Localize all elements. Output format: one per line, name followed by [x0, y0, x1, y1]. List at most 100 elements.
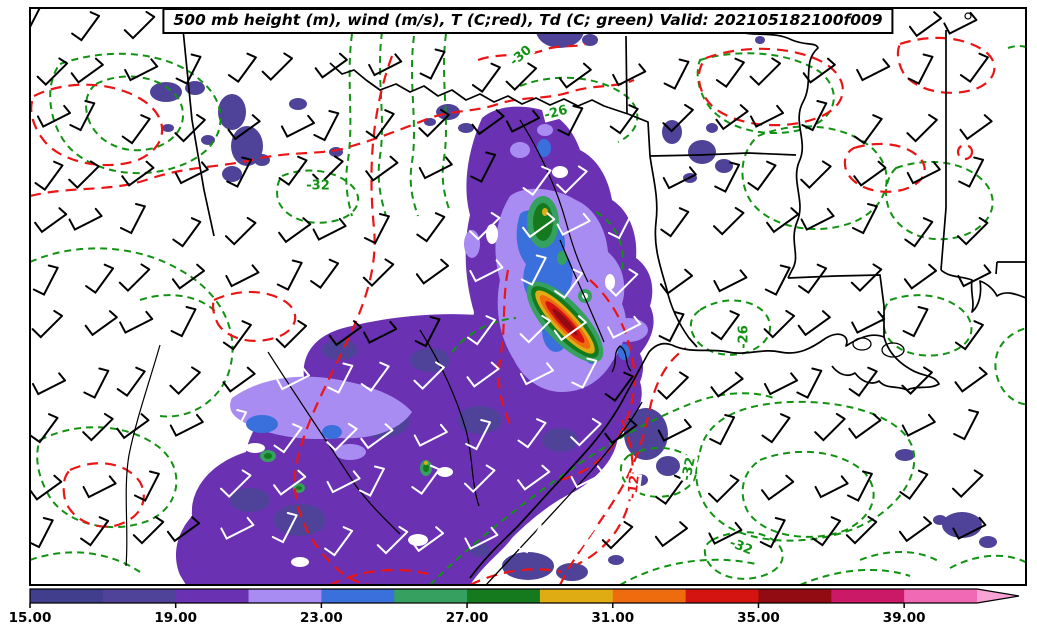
fill-white-holes-shape [437, 467, 453, 477]
dewpoint-contours-shape [885, 160, 994, 241]
reflectivity-fill-scatter-shape [582, 34, 598, 46]
reflectivity-fill-scatter-shape [230, 488, 270, 512]
ar-la-border [649, 152, 797, 157]
red-river-border [329, 62, 629, 115]
texas-river-4 [519, 119, 589, 283]
title-box: 500 mb height (m), wind (m/s), T (C;red)… [162, 8, 894, 34]
dewpoint-contours-shape [741, 450, 875, 538]
reflectivity-fill-scatter-shape [162, 124, 174, 132]
gulf-ne-coastline [940, 269, 1025, 313]
reflectivity-fill-scatter-shape [656, 456, 680, 476]
fill-white-holes-shape [605, 274, 615, 290]
reflectivity-fill-scatter-shape [201, 135, 215, 145]
fill-white-holes-shape [291, 557, 309, 567]
dewpoint-contours-shape [429, 392, 775, 584]
temperature-contours-shape [956, 143, 974, 161]
reflectivity-fill-lavender-patches-shape [510, 142, 530, 158]
temperature-contours-shape [293, 55, 394, 584]
dewpoint-contours-shape [441, 33, 451, 213]
temperature-contours-shape [497, 269, 512, 425]
reflectivity-fill-blue-patches-shape [322, 425, 342, 439]
texas-river-1 [125, 344, 161, 567]
ms-al-border [940, 30, 947, 271]
temperature-contours-shape [559, 347, 687, 584]
dewpoint-contours-shape [451, 317, 517, 353]
reflectivity-fill-seagreen-shape [557, 251, 567, 265]
temperature-contours-shape [697, 47, 844, 127]
dewpoint-contours-shape [31, 551, 141, 573]
colorbar-segment [612, 589, 687, 603]
colorbar-tick-label: 31.00 [591, 610, 634, 626]
colorbar-segment [539, 589, 614, 603]
reflectivity-fill-scatter-shape [458, 123, 474, 133]
reflectivity-fill-blue-patches-shape [537, 139, 551, 157]
colorbar-segment [248, 589, 322, 603]
texas-river-3 [419, 329, 480, 507]
dewpoint-contours-shape [276, 169, 360, 224]
colorbar-extend-arrow [977, 589, 1019, 603]
reflectivity-fill-scatter-shape [755, 36, 765, 44]
temperature-contours-shape [559, 279, 636, 482]
colorbar-tick-label: 23.00 [300, 610, 343, 626]
dewpoint-contours-shape [1007, 45, 1025, 49]
reflectivity-fill-scatter-shape [218, 94, 246, 130]
reflectivity-fill-gold-specks-shape [542, 208, 548, 216]
dewpoint-contours-shape [619, 446, 698, 498]
colorbar-segment [685, 589, 760, 603]
reflectivity-fill-scatter-shape [289, 98, 307, 110]
lake-pontchartrain [881, 342, 905, 358]
colorbar-segment [30, 589, 104, 603]
fill-white-holes-shape [408, 534, 428, 546]
reflectivity-fill-lavender-patches-shape [274, 412, 326, 436]
reflectivity-fill-darkgreen-shape [296, 486, 302, 490]
dewpoint-contours-shape [703, 531, 784, 580]
colorbar-segment [904, 589, 978, 603]
reflectivity-fill-scatter-shape [436, 104, 460, 120]
temperature-contours-shape [211, 290, 297, 342]
reflectivity-fill-gold-specks-shape [424, 461, 428, 465]
reflectivity-fill-blue-patches-shape [618, 344, 630, 360]
colorbar-segment [321, 589, 395, 603]
temperature-contours-shape [31, 78, 635, 197]
reflectivity-fill-scatter-shape [608, 555, 624, 565]
ok-ar-border [625, 35, 628, 115]
dewpoint-contours-shape [695, 400, 916, 542]
colorbar-segment [758, 589, 832, 603]
dewpoint-contours-shape [859, 551, 941, 563]
dewpoint-contours-shape [595, 211, 624, 271]
temperature-contours-shape [31, 83, 164, 167]
temperature-contours [31, 36, 996, 584]
reflectivity-fill-scatter-shape [715, 159, 733, 173]
reflectivity-fill-scatter-shape [933, 515, 947, 525]
fill-white-holes-shape [245, 443, 265, 453]
al-fl-border [995, 261, 1025, 275]
reflectivity-fill-scatter-shape [895, 449, 915, 461]
reflectivity-fill-blue-patches-shape [246, 415, 278, 433]
reflectivity-fill-scatter-shape [150, 82, 182, 102]
dewpoint-contours-shape [377, 31, 387, 217]
reflectivity-fill-scatter-shape [470, 543, 490, 557]
state-borders-and-rivers [125, 9, 1025, 584]
reflectivity-fill-scatter-shape [632, 474, 648, 486]
reflectivity-fill-scatter-shape [274, 504, 326, 536]
colorbar-segment [394, 589, 468, 603]
lake-maurepas [852, 337, 872, 351]
colorbar-tick-label: 39.00 [883, 610, 926, 626]
reflectivity-fill-darkgreen-shape [264, 453, 272, 459]
reflectivity-core-streak [526, 281, 604, 363]
dewpoint-contours [31, 31, 1025, 584]
reflectivity-core-streak-shape [552, 308, 578, 336]
fill-white-holes-shape [552, 166, 568, 178]
dewpoint-contours-shape [741, 125, 888, 231]
dewpoint-contours-shape [994, 327, 1025, 406]
reflectivity-fill-lavender-patches-shape [537, 124, 553, 136]
chart-title: 500 mb height (m), wind (m/s), T (C;red)… [173, 11, 883, 29]
dewpoint-contours-shape [31, 247, 234, 418]
reflectivity-fill-scatter-shape [542, 428, 578, 452]
reflectivity-fill-scatter-shape [688, 140, 716, 164]
colorbar: 15.00 19.00 23.00 27.00 31.00 35.00 39.00 [9, 588, 1020, 626]
temperature-contours-shape [329, 568, 429, 584]
sabine-river-border [649, 155, 698, 348]
